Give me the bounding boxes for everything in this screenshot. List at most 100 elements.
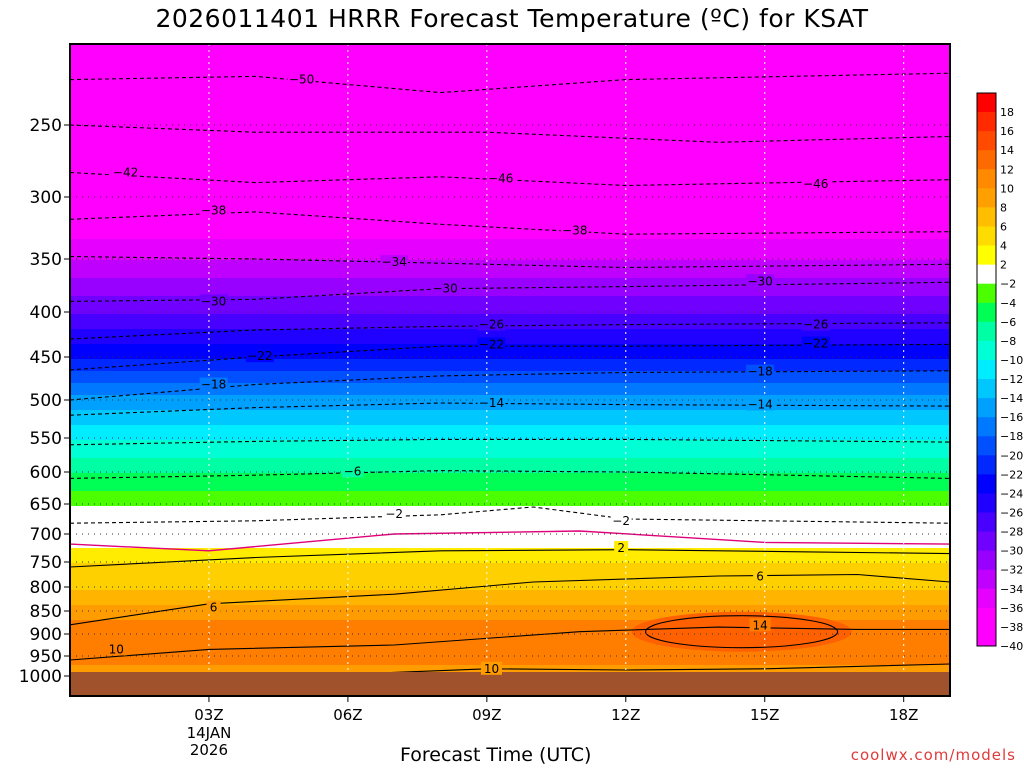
temperature-band — [70, 167, 950, 171]
temperature-band — [70, 623, 950, 627]
temperature-band — [70, 500, 950, 504]
contour-label-bg — [206, 600, 221, 614]
temperature-band — [70, 89, 950, 93]
temperature-band — [70, 338, 950, 342]
colorbar-swatch — [977, 474, 996, 494]
temperature-band — [70, 320, 950, 324]
temperature-band — [70, 206, 950, 210]
temperature-band — [70, 461, 950, 465]
temperature-band — [70, 413, 950, 417]
contour-label: 10 — [109, 642, 124, 656]
temperature-band — [70, 629, 950, 633]
temperature-band — [70, 209, 950, 213]
colorbar-swatch — [977, 226, 996, 246]
temperature-band — [70, 44, 950, 48]
contour-label-bg — [746, 364, 775, 378]
temperature-band — [70, 86, 950, 90]
colorbar-swatch — [977, 512, 996, 532]
temperature-band — [70, 638, 950, 642]
isotherm-line — [70, 370, 950, 401]
temperature-band — [70, 251, 950, 255]
contour-label-bg — [199, 377, 228, 391]
colorbar-label: −14 — [1000, 392, 1023, 405]
temperature-band — [70, 608, 950, 612]
temperature-band — [70, 236, 950, 240]
credit-text: coolwx.com/models — [850, 746, 1016, 764]
colorbar-swatch — [977, 398, 996, 418]
colorbar-swatch — [977, 417, 996, 437]
contour-label: −26 — [803, 318, 828, 332]
temperature-band — [70, 656, 950, 660]
temperature-band — [70, 584, 950, 588]
colorbar-swatch — [977, 340, 996, 361]
contour-label-bg — [610, 513, 632, 527]
colorbar-label: −6 — [1000, 316, 1016, 329]
temperature-band — [70, 248, 950, 252]
temperature-band — [70, 53, 950, 57]
temperature-band — [70, 227, 950, 231]
contour-label: −22 — [803, 337, 828, 351]
warm-core-region — [631, 611, 852, 652]
temperature-band — [70, 263, 950, 267]
temperature-band — [70, 242, 950, 246]
temperature-band — [70, 221, 950, 225]
contour-label: −38 — [201, 204, 226, 218]
contour-label-bg — [431, 281, 460, 295]
temperature-band — [70, 50, 950, 54]
colorbar-label: −4 — [1000, 297, 1016, 310]
temperature-band — [70, 431, 950, 435]
temperature-band — [70, 590, 950, 594]
temperature-band — [70, 98, 950, 102]
y-tick-label: 800 — [30, 578, 62, 598]
temperature-band — [70, 626, 950, 630]
y-tick-label: 400 — [30, 303, 62, 323]
temperature-band — [70, 539, 950, 543]
temperature-band — [70, 149, 950, 153]
isotherm-line — [70, 506, 950, 524]
temperature-band — [70, 146, 950, 150]
temperature-band — [70, 203, 950, 207]
isotherm-line — [70, 343, 950, 371]
temperature-band — [70, 515, 950, 519]
contour-label: −46 — [803, 177, 828, 191]
temperature-band — [70, 407, 950, 411]
contour-label-bg — [801, 177, 830, 191]
colorbar-label: 4 — [1000, 240, 1007, 253]
temperature-band — [70, 101, 950, 105]
temperature-band — [70, 386, 950, 390]
temperature-band — [70, 362, 950, 366]
temperature-band — [70, 143, 950, 147]
x-tick-label: 12Z — [611, 706, 640, 724]
colorbar-swatch — [977, 493, 996, 513]
temperature-band — [70, 572, 950, 576]
temperature-band — [70, 47, 950, 51]
temperature-band — [70, 377, 950, 381]
colorbar-swatch — [977, 207, 996, 227]
isotherm-line — [70, 72, 950, 94]
temperature-band — [70, 158, 950, 162]
y-tick-label: 750 — [30, 553, 62, 573]
temperature-band — [70, 422, 950, 426]
y-tick-label: 650 — [30, 495, 62, 515]
temperature-band — [70, 116, 950, 120]
y-tick-label: 700 — [30, 525, 62, 545]
temperature-band — [70, 374, 950, 378]
temperature-band — [70, 197, 950, 201]
temperature-band — [70, 470, 950, 474]
colorbar-swatch — [977, 245, 996, 266]
temperature-band — [70, 416, 950, 420]
temperature-band — [70, 614, 950, 618]
temperature-band — [70, 332, 950, 336]
contour-label: −34 — [382, 255, 407, 269]
temperature-band — [70, 95, 950, 99]
temperature-band — [70, 254, 950, 258]
temperature-band — [70, 473, 950, 477]
colorbar-label: −12 — [1000, 373, 1023, 386]
temperature-band — [70, 365, 950, 369]
temperature-band — [70, 617, 950, 621]
temperature-band — [70, 359, 950, 363]
temperature-band — [70, 368, 950, 372]
y-tick-label: 850 — [30, 602, 62, 622]
temperature-band — [70, 224, 950, 228]
